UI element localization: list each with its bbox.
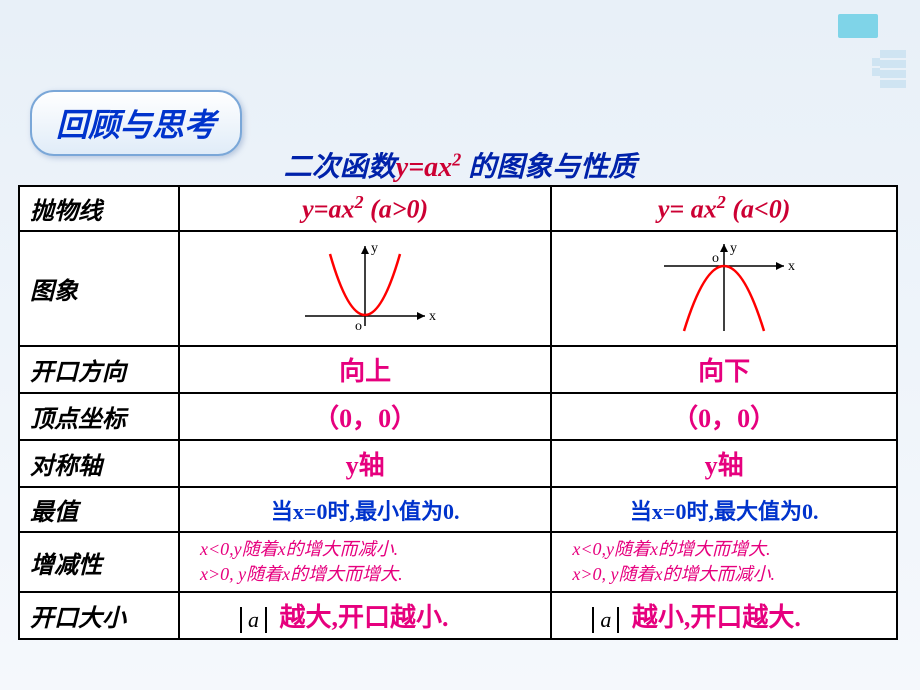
x-label-up: x [429, 309, 436, 324]
monotone-down: x<0,y随着x的增大而增大. x>0, y随着x的增大而减小. [551, 532, 897, 592]
monotone-up: x<0,y随着x的增大而减小. x>0, y随着x的增大而增大. [179, 532, 551, 592]
row-label-monotone: 增减性 [19, 532, 179, 592]
row-label-opening: 开口大小 [19, 592, 179, 639]
row-label-graph: 图象 [19, 231, 179, 346]
monotone-row: 增减性 x<0,y随着x的增大而减小. x>0, y随着x的增大而增大. x<0… [19, 532, 897, 592]
extreme-down: 当x=0时,最大值为0. [551, 487, 897, 532]
main-title: 二次函数y=ax2 的图象与性质 [0, 145, 920, 185]
vertex-up: （0，0） [179, 393, 551, 440]
axis-row: 对称轴 y轴 y轴 [19, 440, 897, 487]
row-label-axis: 对称轴 [19, 440, 179, 487]
header-row: 抛物线 y=ax2 (a>0) y= ax2 (a<0) [19, 186, 897, 231]
y-label-down: y [730, 241, 737, 256]
opening-text-up: 越大,开口越小. [280, 603, 449, 632]
direction-up: 向上 [179, 346, 551, 393]
axis-up: y轴 [179, 440, 551, 487]
origin-label-down: o [712, 251, 719, 266]
header-a-negative: y= ax2 (a<0) [551, 186, 897, 231]
graph-up: o x y [179, 231, 551, 346]
opening-row: 开口大小 a 越大,开口越小. a 越小,开口越大. [19, 592, 897, 639]
direction-row: 开口方向 向上 向下 [19, 346, 897, 393]
graph-row: 图象 o x y o x y [19, 231, 897, 346]
title-suffix: 的图象与性质 [461, 152, 636, 183]
abs-a-down: a [592, 607, 619, 633]
axis-down: y轴 [551, 440, 897, 487]
x-label-down: x [788, 259, 795, 274]
properties-table: 抛物线 y=ax2 (a>0) y= ax2 (a<0) 图象 o x y [18, 185, 898, 640]
origin-label-up: o [355, 319, 362, 334]
header-a-positive: y=ax2 (a>0) [179, 186, 551, 231]
graph-down: o x y [551, 231, 897, 346]
corner-decoration [830, 10, 910, 100]
opening-text-down: 越小,开口越大. [632, 603, 801, 632]
opening-down: a 越小,开口越大. [551, 592, 897, 639]
row-label-extreme: 最值 [19, 487, 179, 532]
direction-down: 向下 [551, 346, 897, 393]
title-prefix: 二次函数 [284, 152, 396, 183]
extreme-row: 最值 当x=0时,最小值为0. 当x=0时,最大值为0. [19, 487, 897, 532]
vertex-row: 顶点坐标 （0，0） （0，0） [19, 393, 897, 440]
extreme-up: 当x=0时,最小值为0. [179, 487, 551, 532]
title-formula: y=ax2 [396, 152, 461, 183]
row-label-parabola: 抛物线 [19, 186, 179, 231]
y-label-up: y [371, 241, 378, 256]
opening-up: a 越大,开口越小. [179, 592, 551, 639]
abs-a-up: a [240, 607, 267, 633]
vertex-down: （0，0） [551, 393, 897, 440]
row-label-vertex: 顶点坐标 [19, 393, 179, 440]
row-label-direction: 开口方向 [19, 346, 179, 393]
